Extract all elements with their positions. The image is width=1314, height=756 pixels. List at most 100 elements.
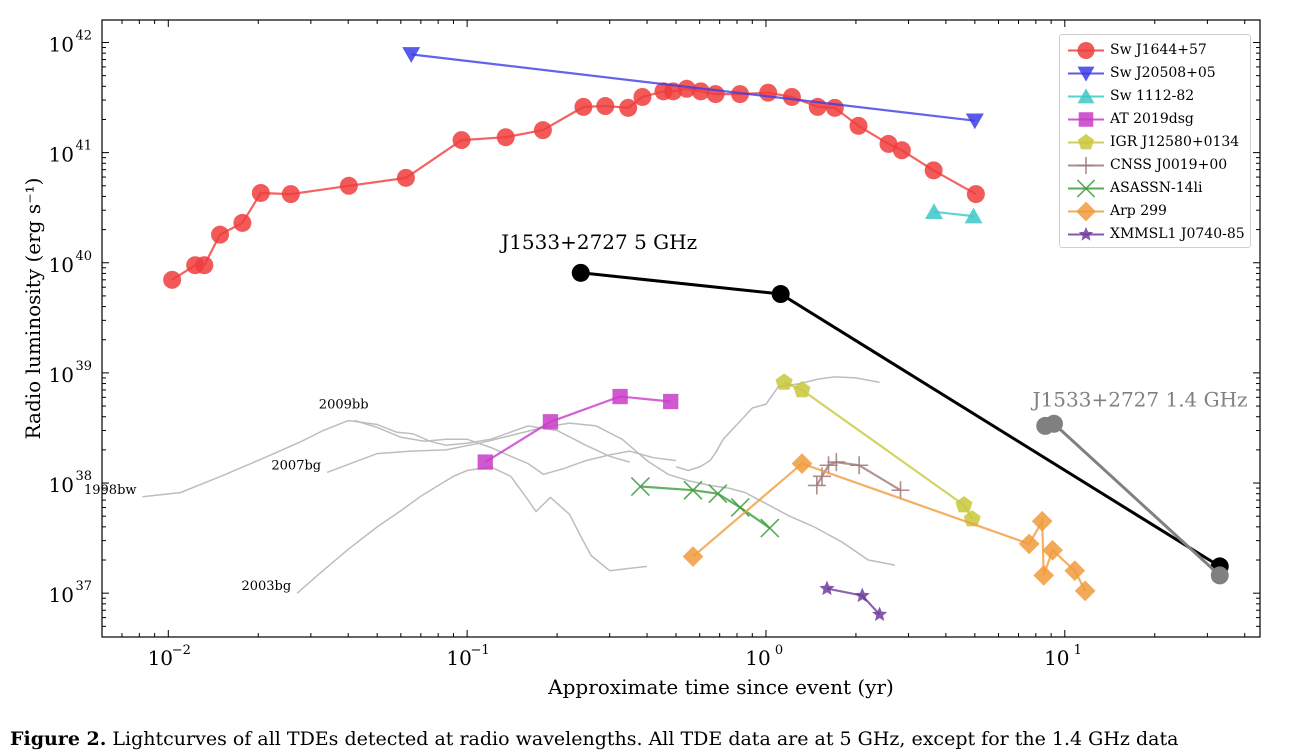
plot-frame [101,19,1261,638]
x-tick-exponent: 1 [1074,643,1082,658]
series-line [815,460,902,492]
legend-swatch [1068,66,1104,82]
data-point [759,83,778,102]
legend-swatch [1068,156,1104,175]
data-point [771,285,790,304]
data-point [706,85,725,104]
x-tick-exponent: −1 [471,643,490,658]
data-point [664,82,683,101]
data-point [1031,510,1053,532]
y-tick-exponent: 41 [75,139,92,154]
legend-entry-asassn-14li: ASASSN-14li [1060,177,1250,200]
legend-label: AT 2019dsg [1110,111,1194,127]
legend-entry-sw-1112-82: Sw 1112-82 [1060,85,1250,108]
series-sw-1112-82 [924,203,983,224]
data-point [1044,414,1063,433]
data-point [966,185,985,204]
legend-label: Arp 299 [1110,203,1167,219]
legend-entry-cnss-j0019-00: CNSS J0019+00 [1060,154,1250,177]
x-tick-exponent: −2 [172,643,191,658]
legend-entry-igr-j12580-0134: IGR J12580+0134 [1060,131,1250,154]
data-point [924,161,943,180]
data-point [782,87,801,106]
data-point [633,87,652,106]
data-point [612,388,628,405]
series-igr-j12580-0134 [775,373,981,527]
data-point [533,121,552,140]
series-j1533-2727-1-4-ghz [1036,414,1229,585]
legend-entry-arp-299: Arp 299 [1060,200,1250,223]
legend-marker [1078,112,1094,127]
series-asassn-14li [630,476,780,538]
y-tick-exponent: 39 [75,359,92,374]
data-point [1042,539,1063,561]
legend-marker [1078,226,1094,241]
data-point [791,453,813,474]
reference-curve [675,376,880,472]
reference-curve-2003bg [296,466,648,594]
series-j1533-2727-5-ghz [571,263,1229,576]
data-point [630,476,650,497]
reference-curve-1998bw [142,419,630,498]
data-point [571,263,590,282]
legend-label: Sw 1112-82 [1110,88,1195,104]
annotation-j1533-2727-1-4-ghz: J1533+2727 1.4 GHz [1031,388,1248,412]
y-tick-exponent: 40 [75,249,92,264]
annotation-j1533-2727-5-ghz: J1533+2727 5 GHz [499,230,697,254]
data-point [542,414,559,430]
series-line [826,587,881,616]
y-tick-label: 10 [49,253,74,277]
data-point [760,518,780,538]
data-point [677,79,696,98]
data-point [730,497,750,518]
legend-marker [1076,201,1096,222]
data-point [819,580,835,596]
x-axis-label: Approximate time since event (yr) [547,675,894,699]
data-point [849,116,868,135]
legend-label: CNSS J0019+00 [1110,157,1228,173]
data-point [793,381,811,398]
caption-text: Lightcurves of all TDEs detected at radi… [112,728,1179,750]
x-tick-label: 10 [148,646,173,670]
legend-entry-sw-j1644-57: Sw J1644+57 [1060,39,1250,62]
data-point [879,134,898,153]
series-line [933,210,974,218]
reference-curve-label: 2003bg [241,579,291,594]
data-point [195,256,214,275]
legend-swatch [1068,112,1104,127]
series-layer [163,47,1229,621]
legend-swatch [1068,179,1104,198]
legend-swatch [1068,201,1104,222]
x-tick-exponent: 0 [775,643,783,658]
data-point [1210,566,1229,585]
legend-marker [1077,134,1095,150]
series-xmmsl1-j0740-85 [819,580,888,621]
data-point [281,185,300,204]
legend-marker [1077,66,1095,82]
reference-curve-label: 2007bg [271,458,321,473]
y-axis-label: Radio luminosity (erg s⁻¹) [21,178,45,440]
data-point [339,176,358,195]
data-point [1018,533,1040,555]
data-point [233,213,252,232]
data-point [854,587,870,603]
series-line [580,271,1221,568]
data-point [163,270,182,289]
data-point [396,168,415,187]
series-arp-299 [682,453,1096,602]
y-tick-label: 10 [49,583,74,607]
annotations: J1533+2727 5 GHz J1533+2727 1.4 GHz [499,230,1247,411]
data-point [1074,580,1096,602]
series-sw-j20508-05 [402,47,984,130]
data-point [1064,560,1086,582]
caption-label: Figure 2. [10,728,107,750]
legend-marker [1076,179,1096,198]
legend-marker [1077,41,1095,60]
y-tick-label: 10 [49,32,74,56]
data-point [211,225,230,244]
data-point [819,456,838,475]
data-point [574,97,593,116]
data-point [850,456,869,475]
data-point [924,203,943,220]
